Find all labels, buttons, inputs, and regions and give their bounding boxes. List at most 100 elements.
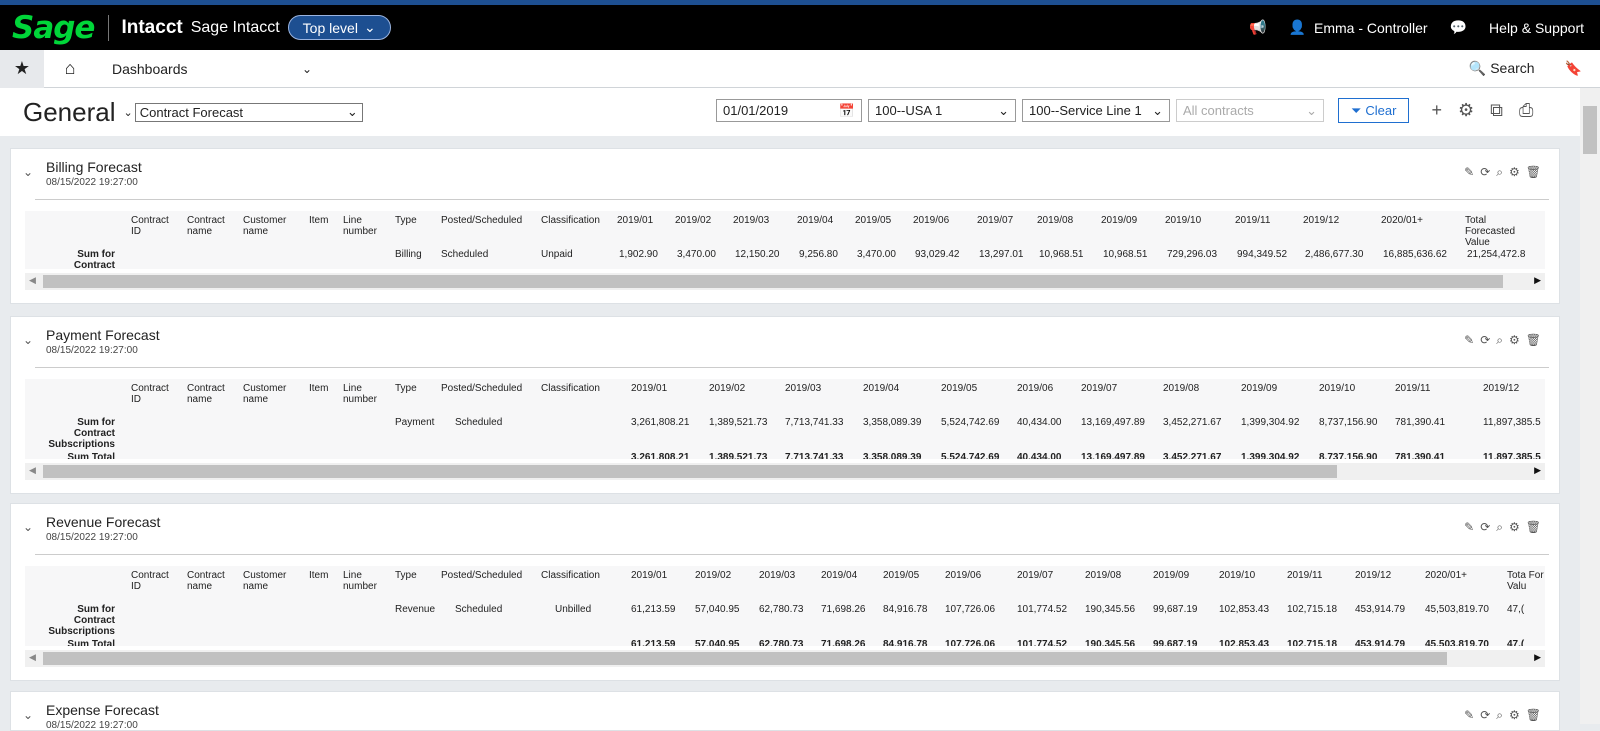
column-header[interactable]: 2019/12 (1355, 570, 1392, 581)
collapse-chevron-icon[interactable]: ⌄ (23, 333, 34, 347)
column-header[interactable]: Customer name (243, 215, 287, 237)
column-header[interactable]: 2019/04 (863, 383, 900, 394)
scroll-right-icon[interactable]: ▶ (1534, 465, 1541, 475)
column-header[interactable]: 2019/01 (631, 383, 668, 394)
megaphone-icon[interactable]: 📢 (1249, 19, 1267, 35)
column-header[interactable]: Item (309, 570, 329, 581)
column-header[interactable]: Classification (541, 215, 600, 226)
column-header[interactable]: 2019/05 (855, 215, 892, 226)
sage-logo[interactable]: Sage (12, 9, 95, 46)
refresh-icon[interactable]: ⟳ (1480, 333, 1491, 347)
gear-icon[interactable]: ⚙ (1509, 708, 1520, 722)
top-level-button[interactable]: Top level ⌄ (287, 15, 391, 40)
column-header[interactable]: 2019/08 (1037, 215, 1074, 226)
column-header[interactable]: 2019/09 (1241, 383, 1278, 394)
scroll-left-icon[interactable]: ◀ (29, 275, 36, 285)
edit-icon[interactable]: ✎ (1464, 333, 1475, 347)
gear-icon[interactable]: ⚙ (1458, 100, 1475, 120)
column-header[interactable]: 2019/09 (1153, 570, 1190, 581)
column-header[interactable]: Type (395, 383, 417, 394)
refresh-icon[interactable]: ⟳ (1480, 520, 1491, 534)
search-icon[interactable]: ⌕ (1496, 520, 1503, 534)
column-header[interactable]: Posted/Scheduled (441, 570, 523, 581)
column-header[interactable]: Customer name (243, 570, 287, 592)
trash-icon[interactable]: 🗑 (1525, 165, 1541, 179)
refresh-icon[interactable]: ⟳ (1480, 165, 1491, 179)
horizontal-scrollbar[interactable]: ◀ ▶ (25, 273, 1545, 290)
column-header[interactable]: Item (309, 215, 329, 226)
column-header[interactable]: Posted/Scheduled (441, 215, 523, 226)
search-button[interactable]: 🔍 Search (1469, 60, 1535, 77)
search-icon[interactable]: ⌕ (1496, 708, 1503, 722)
contracts-select[interactable]: All contracts ⌄ (1176, 99, 1324, 122)
scroll-thumb[interactable] (43, 652, 1447, 665)
dashboard-select[interactable]: Contract Forecast ⌄ (134, 102, 363, 122)
column-header[interactable]: Line number (343, 215, 377, 237)
column-header[interactable]: 2019/04 (821, 570, 858, 581)
column-header[interactable]: 2019/12 (1303, 215, 1340, 226)
column-header[interactable]: Contract name (187, 383, 225, 405)
column-header[interactable]: 2019/07 (1081, 383, 1118, 394)
edit-icon[interactable]: ✎ (1464, 520, 1475, 534)
star-icon[interactable]: ★ (0, 49, 44, 88)
column-header[interactable]: 2019/10 (1165, 215, 1202, 226)
column-header[interactable]: Classification (541, 383, 600, 394)
dashboards-chevron-icon[interactable]: ⌄ (302, 61, 313, 76)
column-header[interactable]: Contract name (187, 570, 225, 592)
collapse-chevron-icon[interactable]: ⌄ (23, 520, 34, 534)
scroll-left-icon[interactable]: ◀ (29, 465, 36, 475)
column-header[interactable]: 2019/06 (945, 570, 982, 581)
scroll-right-icon[interactable]: ▶ (1534, 275, 1541, 285)
trash-icon[interactable]: 🗑 (1525, 333, 1541, 347)
column-header[interactable]: 2020/01+ (1425, 570, 1467, 581)
title-chevron-icon[interactable]: ⌄ (123, 106, 133, 119)
column-header[interactable]: 2019/10 (1219, 570, 1256, 581)
column-header[interactable]: 2019/07 (977, 215, 1014, 226)
horizontal-scrollbar[interactable]: ◀ ▶ (25, 463, 1545, 480)
help-support-link[interactable]: Help & Support (1489, 19, 1584, 36)
chat-icon[interactable]: 💬 (1449, 19, 1468, 35)
gear-icon[interactable]: ⚙ (1509, 333, 1520, 347)
column-header[interactable]: Contract ID (131, 215, 169, 237)
column-header[interactable]: 2019/11 (1235, 215, 1271, 226)
scroll-thumb[interactable] (43, 275, 1503, 288)
scroll-thumb[interactable] (1583, 106, 1597, 154)
collapse-chevron-icon[interactable]: ⌄ (23, 165, 34, 179)
column-header[interactable]: 2019/08 (1163, 383, 1200, 394)
column-header[interactable]: Type (395, 215, 417, 226)
column-header[interactable]: 2019/11 (1395, 383, 1431, 394)
column-header[interactable]: Contract name (187, 215, 225, 237)
column-header[interactable]: Item (309, 383, 329, 394)
column-header[interactable]: 2019/08 (1085, 570, 1122, 581)
column-header[interactable]: 2019/06 (1017, 383, 1054, 394)
column-header[interactable]: 2019/05 (941, 383, 978, 394)
column-header[interactable]: 2019/10 (1319, 383, 1356, 394)
column-header[interactable]: 2019/01 (617, 215, 654, 226)
user-menu[interactable]: 👤 Emma - Controller (1289, 19, 1428, 36)
column-header[interactable]: Line number (343, 570, 377, 592)
gear-icon[interactable]: ⚙ (1509, 520, 1520, 534)
column-header[interactable]: 2019/09 (1101, 215, 1138, 226)
trash-icon[interactable]: 🗑 (1525, 708, 1541, 722)
column-header[interactable]: Type (395, 570, 417, 581)
print-icon[interactable]: ⎙ (1519, 100, 1534, 120)
search-icon[interactable]: ⌕ (1496, 333, 1503, 347)
column-header[interactable]: 2019/02 (709, 383, 746, 394)
column-header[interactable]: 2019/06 (913, 215, 950, 226)
column-header[interactable]: Line number (343, 383, 377, 405)
vertical-scrollbar[interactable] (1580, 88, 1600, 724)
entity-select[interactable]: 100--USA 1 ⌄ (868, 99, 1016, 122)
clear-button[interactable]: ⏷ Clear (1338, 98, 1410, 123)
copy-icon[interactable]: ⧉ (1490, 100, 1503, 120)
column-header[interactable]: 2019/12 (1483, 383, 1520, 394)
refresh-icon[interactable]: ⟳ (1480, 708, 1491, 722)
edit-icon[interactable]: ✎ (1464, 708, 1475, 722)
column-header[interactable]: Total Forecasted Value (1465, 215, 1516, 248)
column-header[interactable]: 2019/11 (1287, 570, 1323, 581)
date-input[interactable]: 01/01/2019 📅 (716, 99, 862, 122)
column-header[interactable]: 2019/01 (631, 570, 668, 581)
trash-icon[interactable]: 🗑 (1525, 520, 1541, 534)
bookmark-icon[interactable]: 🔖 (1564, 60, 1582, 76)
column-header[interactable]: Tota For Valu (1507, 570, 1544, 592)
column-header[interactable]: 2019/03 (785, 383, 822, 394)
